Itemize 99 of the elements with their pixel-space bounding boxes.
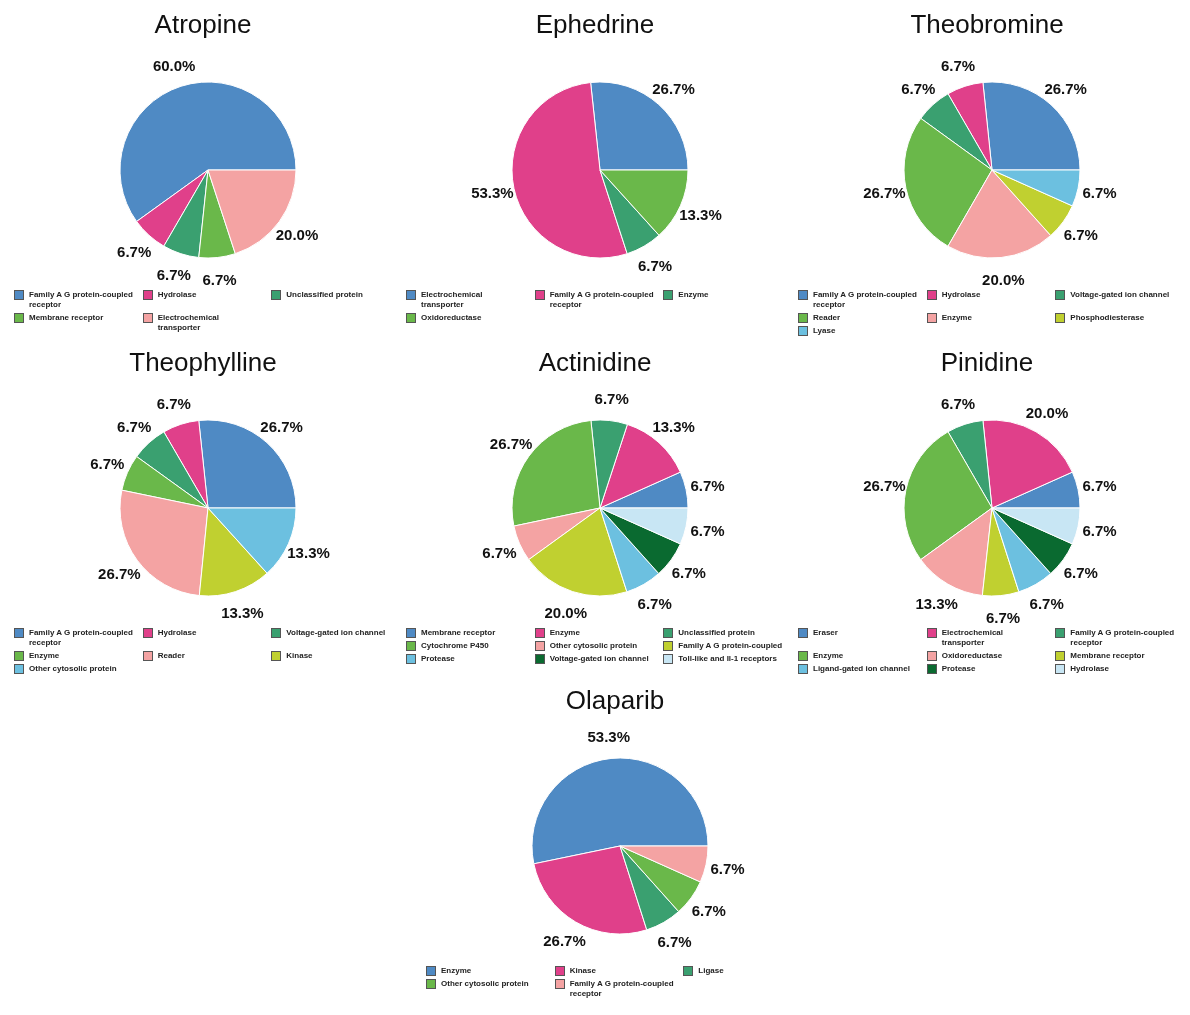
data-label: 6.7% [985, 608, 1021, 626]
data-label: 6.7% [940, 56, 976, 74]
data-label: 6.7% [690, 522, 725, 540]
data-label: 13.3% [287, 544, 330, 562]
legend-label: Electrochemical transporter [157, 313, 221, 333]
legend-label: Family A G protein-coupled receptor [29, 290, 134, 310]
chart-title: Theobromine [909, 8, 1065, 40]
legend-label: Protease [421, 654, 455, 664]
data-label: 6.7% [1082, 522, 1117, 540]
data-label: 6.7% [1082, 184, 1117, 202]
data-label: 60.0% [152, 56, 196, 74]
legend-label: Hydrolase [941, 290, 981, 300]
legend-label: Protease [941, 664, 976, 674]
data-label: 6.7% [638, 256, 673, 274]
legend-label: Kinase [286, 651, 313, 661]
legend-label: Family A G protein-coupled receptor [813, 290, 918, 310]
legend-label: Enzyme [549, 628, 580, 638]
data-label: 6.7% [202, 270, 237, 288]
legend-label: Enzyme [941, 313, 972, 323]
data-label: 26.7% [543, 932, 586, 950]
data-label: 6.7% [117, 417, 152, 435]
data-label: 13.3% [221, 603, 264, 621]
data-label: 6.7% [594, 390, 629, 408]
legend-label: Lyase [813, 326, 836, 336]
data-label: 26.7% [1044, 79, 1087, 97]
data-label: 6.7% [482, 544, 517, 562]
legend-label: Membrane receptor [29, 313, 104, 323]
data-label: 6.7% [117, 243, 152, 261]
legend-label: Family A G protein-coupled receptor [569, 979, 675, 999]
legend-label: Electrochemical transporter [421, 290, 484, 310]
data-label: 6.7% [90, 455, 125, 473]
legend-label: Enzyme [813, 651, 844, 661]
legend-label: Voltage-gated ion channel [1070, 290, 1170, 300]
chart-title: Pinidine [939, 346, 1035, 378]
legend-label: Oxidoreductase [941, 651, 1003, 661]
data-label: 53.3% [587, 728, 631, 746]
legend-label: Ligand-gated ion channel [813, 664, 910, 674]
data-label: 6.7% [156, 266, 191, 284]
legend-label: Eraser [813, 628, 838, 638]
chart-title: Ephedrine [534, 8, 656, 40]
legend-label: Ligase [698, 966, 724, 976]
legend-label: Hydrolase [1070, 664, 1110, 674]
legend-label: Family A G protein-coupled receptor [1070, 628, 1176, 648]
data-label: 20.0% [1025, 404, 1069, 422]
data-label: 13.3% [679, 206, 722, 224]
data-label: 13.3% [652, 417, 695, 435]
data-label: 6.7% [156, 394, 191, 412]
data-label: 26.7% [98, 564, 141, 582]
data-label: 6.7% [901, 79, 936, 97]
legend-label: Hydrolase [157, 628, 197, 638]
data-label: 6.7% [1029, 594, 1064, 612]
legend-label: Family A G protein-coupled receptor [549, 290, 655, 310]
legend-label: Other cytosolic protein [29, 664, 117, 674]
legend-label: Enzyme [441, 966, 472, 976]
legend-label: Reader [813, 313, 841, 323]
legend-label: Voltage-gated ion channel [286, 628, 386, 638]
data-label: 26.7% [652, 79, 695, 97]
chart-title: Actinidine [537, 346, 653, 378]
legend-label: Unclassified protein [678, 628, 755, 638]
legend-label: Toll-like and Il-1 receptors [678, 654, 777, 664]
data-label: 26.7% [863, 184, 906, 202]
legend-label: Membrane receptor [1070, 651, 1145, 661]
data-label: 6.7% [1063, 564, 1098, 582]
data-label: 6.7% [940, 394, 976, 412]
chart-title: Atropine [153, 8, 253, 40]
data-label: 20.0% [982, 270, 1025, 288]
legend-label: Electrochemical transporter [941, 628, 1005, 648]
data-label: 53.3% [471, 184, 514, 202]
legend-label: Unclassified protein [286, 290, 363, 300]
legend-label: Oxidoreductase [421, 313, 482, 323]
data-label: 6.7% [637, 594, 672, 612]
legend-label: Family A G protein-coupled receptor [29, 628, 134, 648]
data-label: 20.0% [544, 604, 588, 622]
chart-title: Theophylline [128, 346, 278, 378]
legend-label: Hydrolase [157, 290, 197, 300]
chart-title: Olaparib [564, 684, 666, 716]
legend-label: Enzyme [29, 651, 60, 661]
legend-label: Voltage-gated ion channel [549, 654, 649, 664]
data-label: 20.0% [275, 226, 319, 244]
data-label: 26.7% [863, 476, 906, 494]
legend-label: Kinase [569, 966, 596, 976]
data-label: 6.7% [1063, 226, 1098, 244]
data-label: 26.7% [489, 434, 533, 452]
legend-label: Reader [157, 651, 185, 661]
data-label: 6.7% [690, 476, 725, 494]
legend-label: Family A G protein-coupled [678, 641, 783, 651]
legend-label: Phosphodiesterase [1070, 313, 1145, 323]
data-label: 6.7% [657, 932, 692, 950]
data-label: 6.7% [671, 564, 706, 582]
data-label: 6.7% [710, 860, 745, 878]
data-label: 6.7% [691, 902, 726, 920]
legend-label: Other cytosolic protein [441, 979, 529, 989]
data-label: 26.7% [260, 417, 303, 435]
legend-label: Membrane receptor [421, 628, 496, 638]
data-label: 6.7% [1082, 476, 1117, 494]
data-label: 13.3% [915, 594, 958, 612]
legend-label: Cytochrome P450 [421, 641, 489, 651]
legend-label: Enzyme [678, 290, 709, 300]
legend-label: Other cytosolic protein [549, 641, 638, 651]
